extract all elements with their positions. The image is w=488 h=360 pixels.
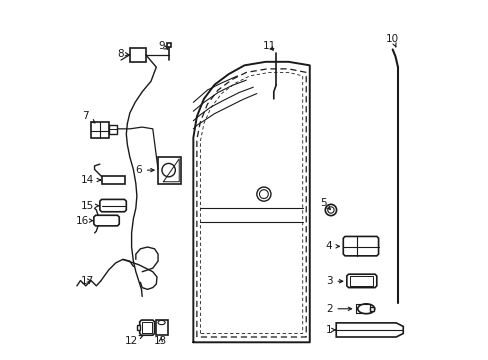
Polygon shape bbox=[140, 320, 154, 335]
Text: 7: 7 bbox=[82, 111, 95, 123]
Text: 10: 10 bbox=[386, 34, 398, 47]
Text: 1: 1 bbox=[325, 325, 335, 335]
Text: 17: 17 bbox=[81, 275, 94, 285]
Text: 12: 12 bbox=[125, 336, 143, 346]
Text: 16: 16 bbox=[76, 216, 92, 226]
Polygon shape bbox=[130, 48, 145, 62]
Polygon shape bbox=[158, 157, 181, 184]
Text: 4: 4 bbox=[325, 241, 339, 251]
Text: 14: 14 bbox=[81, 175, 100, 185]
Text: 3: 3 bbox=[325, 276, 342, 286]
Text: 11: 11 bbox=[262, 41, 275, 51]
Polygon shape bbox=[343, 237, 378, 256]
Text: 5: 5 bbox=[320, 198, 329, 209]
Polygon shape bbox=[336, 323, 403, 337]
Polygon shape bbox=[346, 274, 376, 288]
Text: 6: 6 bbox=[135, 165, 154, 175]
Polygon shape bbox=[94, 215, 119, 226]
Text: 9: 9 bbox=[158, 41, 167, 51]
Polygon shape bbox=[369, 307, 374, 311]
Polygon shape bbox=[155, 320, 167, 335]
Polygon shape bbox=[91, 122, 108, 138]
Text: 13: 13 bbox=[154, 336, 167, 346]
Polygon shape bbox=[166, 43, 171, 47]
Ellipse shape bbox=[325, 204, 336, 216]
Polygon shape bbox=[100, 199, 126, 212]
Polygon shape bbox=[108, 125, 117, 134]
Text: 15: 15 bbox=[81, 201, 100, 211]
Polygon shape bbox=[102, 176, 124, 184]
Polygon shape bbox=[137, 325, 140, 330]
Text: 8: 8 bbox=[117, 49, 129, 59]
Ellipse shape bbox=[327, 207, 333, 213]
Ellipse shape bbox=[357, 304, 374, 314]
Text: 2: 2 bbox=[325, 304, 351, 314]
